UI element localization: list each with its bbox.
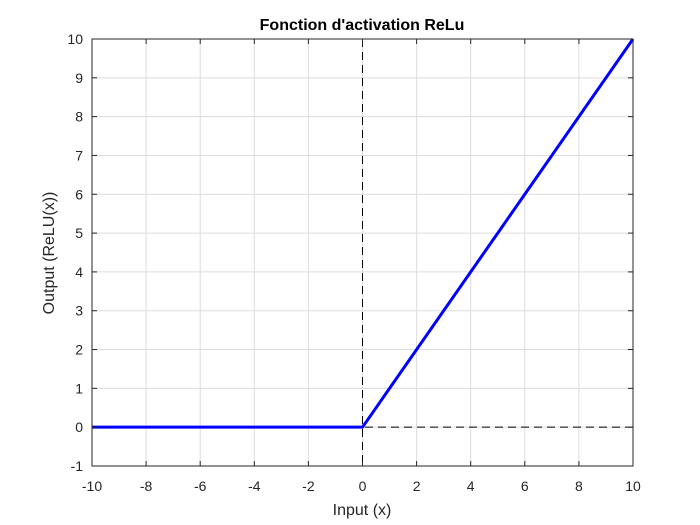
y-tick-label: 1 <box>75 380 83 396</box>
y-tick-label: 3 <box>75 303 83 319</box>
x-tick-label: -2 <box>302 478 315 494</box>
y-tick-label: 4 <box>75 264 83 280</box>
y-tick-label: 10 <box>67 31 83 47</box>
x-axis-label: Input (x) <box>333 502 392 519</box>
x-tick-label: 0 <box>359 478 367 494</box>
x-tick-label: -4 <box>248 478 261 494</box>
x-tick-label: 8 <box>575 478 583 494</box>
y-tick-label: 2 <box>75 342 83 358</box>
x-tick-label: 6 <box>521 478 529 494</box>
y-tick-label: 6 <box>75 186 83 202</box>
x-tick-label: -10 <box>82 478 102 494</box>
x-tick-label: 4 <box>467 478 475 494</box>
x-tick-labels: -10 -8 -6 -4 -2 0 2 4 6 8 10 <box>82 478 641 494</box>
x-tick-label: 10 <box>625 478 641 494</box>
reference-lines <box>92 39 633 466</box>
chart-title: Fonction d'activation ReLu <box>260 17 465 34</box>
x-tick-label: -8 <box>140 478 153 494</box>
y-tick-label: 7 <box>75 147 83 163</box>
x-tick-label: 2 <box>413 478 421 494</box>
y-tick-label: 0 <box>75 419 83 435</box>
y-tick-label: 9 <box>75 70 83 86</box>
y-tick-label: 8 <box>75 109 83 125</box>
y-axis-label: Output (ReLU(x)) <box>41 192 58 315</box>
x-tick-label: -6 <box>194 478 207 494</box>
y-tick-label: -1 <box>71 458 84 474</box>
y-tick-label: 5 <box>75 225 83 241</box>
y-tick-labels: -1 0 1 2 3 4 5 6 7 8 9 10 <box>67 31 83 474</box>
relu-series-line <box>92 38 635 429</box>
series-group <box>92 38 635 429</box>
tick-marks <box>91 38 634 467</box>
